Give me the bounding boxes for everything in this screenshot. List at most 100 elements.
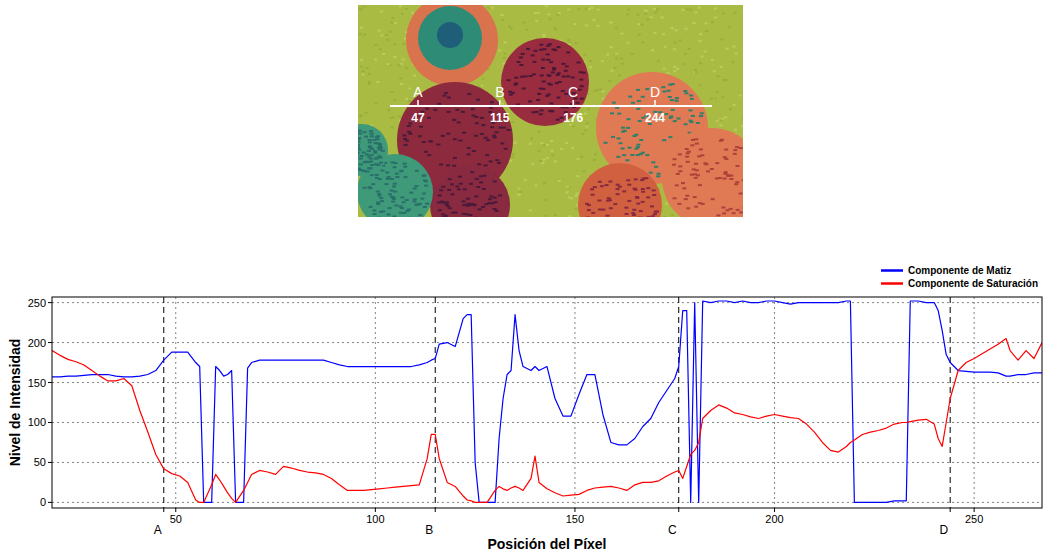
photo-texture — [406, 210, 410, 212]
photo-texture — [391, 127, 394, 129]
photo-texture — [446, 205, 450, 207]
photo-texture — [475, 178, 479, 180]
photo-texture — [369, 130, 373, 132]
photo-texture — [675, 29, 678, 31]
photo-texture — [375, 102, 378, 104]
photo-texture — [466, 205, 470, 207]
photo-texture — [546, 45, 550, 47]
photo-scan-tick — [417, 100, 419, 106]
photo-texture — [368, 146, 372, 148]
photo-texture — [360, 9, 363, 11]
photo-texture — [504, 148, 508, 150]
photo-texture — [632, 214, 636, 216]
photo-texture — [662, 139, 666, 141]
photo-texture — [565, 191, 568, 193]
photo-texture — [622, 190, 626, 192]
photo-texture — [614, 67, 617, 69]
photo-texture — [362, 5, 365, 7]
photo-texture — [637, 14, 640, 16]
photo-texture — [530, 138, 533, 140]
photo-texture — [370, 135, 374, 137]
photo-texture — [606, 200, 610, 202]
photo-texture — [622, 154, 626, 156]
photo-texture — [695, 71, 698, 73]
photo-texture — [696, 122, 700, 124]
photo-texture — [675, 184, 679, 186]
photo-texture — [485, 154, 489, 156]
photo-texture — [429, 140, 433, 142]
photo-texture — [630, 154, 634, 156]
photo-texture — [427, 117, 431, 119]
photo-texture — [598, 181, 602, 183]
photo-scan-line — [390, 105, 712, 107]
photo-texture — [436, 144, 440, 146]
photo-texture — [362, 70, 365, 72]
photo-texture — [698, 84, 701, 86]
photo-texture — [735, 53, 738, 55]
photo-texture — [700, 112, 704, 114]
photo-texture — [514, 82, 518, 84]
photo-texture — [720, 38, 723, 40]
photo-texture — [599, 88, 602, 90]
photo-texture — [686, 8, 689, 10]
photo-texture — [537, 93, 541, 95]
photo-texture — [363, 187, 367, 189]
photo-texture — [511, 121, 514, 123]
photo-texture — [715, 162, 719, 164]
photo-texture — [393, 44, 396, 46]
photo-texture — [501, 103, 504, 105]
photo-texture — [359, 163, 363, 165]
photo-texture — [402, 43, 405, 45]
photo-texture — [495, 131, 499, 133]
x-tick-label: 200 — [765, 513, 783, 525]
photo-texture — [539, 49, 543, 51]
photo-texture — [589, 66, 592, 68]
photo-texture — [447, 97, 451, 99]
photo-texture — [377, 195, 381, 197]
photo-texture — [689, 9, 692, 11]
photo-texture — [566, 51, 570, 53]
photo-texture — [642, 178, 646, 180]
photo-texture — [422, 175, 426, 177]
photo-texture — [551, 150, 554, 152]
photo-texture — [694, 177, 698, 179]
photo-texture — [616, 156, 620, 158]
y-grid-line — [52, 462, 1042, 463]
photo-texture — [676, 97, 679, 99]
plot-frame — [52, 297, 1042, 508]
photo-texture — [694, 69, 697, 71]
photo-texture — [543, 215, 546, 217]
photo-texture — [610, 70, 613, 72]
photo-texture — [479, 181, 483, 183]
photo-texture — [653, 8, 656, 10]
photo-texture — [469, 183, 473, 185]
photo-texture — [736, 209, 740, 211]
photo-texture — [556, 74, 560, 76]
photo-cell — [358, 124, 388, 176]
photo-texture — [399, 212, 403, 214]
photo-texture — [474, 116, 478, 118]
photo-texture — [645, 154, 649, 156]
photo-texture — [724, 158, 728, 160]
photo-point-value: 176 — [563, 111, 583, 125]
photo-texture — [437, 103, 441, 105]
photo-texture — [364, 136, 368, 138]
photo-texture — [641, 188, 645, 190]
photo-texture — [519, 56, 523, 58]
photo-texture — [556, 119, 560, 121]
x-tick — [375, 508, 376, 512]
photo-texture — [390, 117, 393, 119]
photo-texture — [532, 73, 536, 75]
photo-texture — [673, 158, 677, 160]
photo-texture — [378, 178, 382, 180]
y-tick — [48, 462, 52, 463]
photo-texture — [551, 154, 554, 156]
photo-texture — [558, 81, 562, 83]
photo-texture — [649, 172, 653, 174]
photo-texture — [704, 22, 707, 24]
photo-texture — [663, 68, 666, 70]
photo-texture — [597, 25, 600, 27]
photo-texture — [729, 178, 733, 180]
photo-texture — [568, 215, 571, 217]
photo-texture — [359, 33, 362, 35]
